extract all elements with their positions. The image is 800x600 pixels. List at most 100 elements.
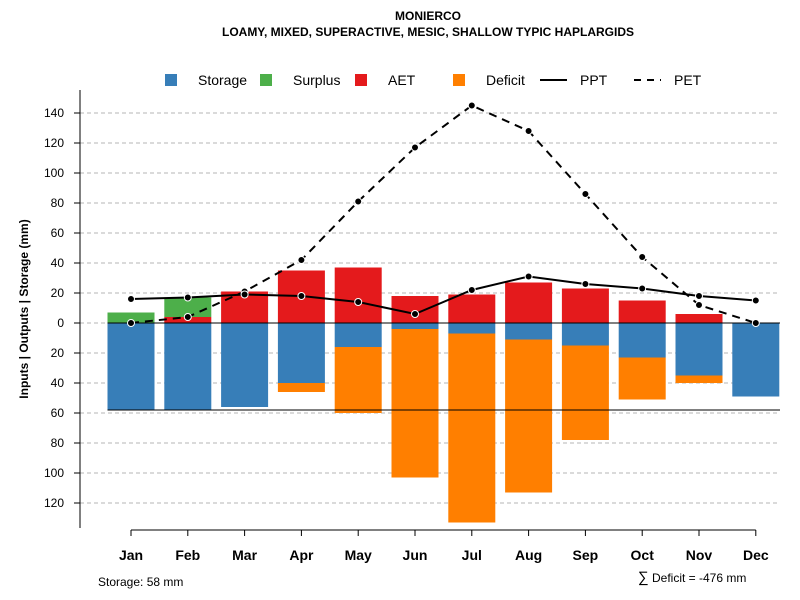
deficit-total: Deficit = -476 mm <box>652 571 746 585</box>
deficit-bar <box>448 333 496 523</box>
ppt-point <box>354 298 363 306</box>
y-tick-label: 120 <box>44 496 64 510</box>
month-label: Feb <box>175 547 200 563</box>
month-label: Nov <box>686 547 713 563</box>
pet-point <box>524 127 533 135</box>
surplus-bar <box>164 297 212 317</box>
storage-bar <box>391 323 439 329</box>
ppt-point <box>183 293 192 302</box>
pet-point <box>297 256 306 264</box>
deficit-bar <box>391 329 439 478</box>
month-label: Dec <box>743 547 769 563</box>
month-label: Aug <box>515 547 542 563</box>
storage-bar <box>732 323 780 397</box>
chart-title: MONIERCO <box>395 9 461 23</box>
month-label: May <box>345 547 372 563</box>
legend-swatch-deficit <box>453 74 465 86</box>
pet-point <box>183 313 192 321</box>
y-tick-label: 80 <box>51 436 65 450</box>
storage-bar <box>618 323 666 358</box>
ppt-point <box>638 284 647 293</box>
chart-subtitle: LOAMY, MIXED, SUPERACTIVE, MESIC, SHALLO… <box>222 25 634 39</box>
bars <box>107 267 780 523</box>
pet-point <box>467 101 476 110</box>
y-tick-label: 80 <box>51 196 65 210</box>
storage-bar <box>448 323 496 334</box>
legend-swatch-storage <box>165 74 177 86</box>
legend-label-deficit: Deficit <box>486 72 525 88</box>
sigma-symbol: ∑ <box>638 569 649 586</box>
pet-point <box>638 253 647 261</box>
legend-label-aet: AET <box>388 72 416 88</box>
storage-footnote: Storage: 58 mm <box>98 575 183 589</box>
y-tick-label: 60 <box>51 226 65 240</box>
y-tick-label: 100 <box>44 166 64 180</box>
y-tick-label: 60 <box>51 406 65 420</box>
y-tick-label: 0 <box>57 316 64 330</box>
ppt-point <box>467 286 476 294</box>
deficit-bar <box>561 345 609 440</box>
pet-line <box>130 104 757 324</box>
ppt-point <box>297 292 306 300</box>
legend-swatch-aet <box>355 74 367 86</box>
surplus-bar <box>107 312 155 323</box>
ppt-point <box>240 290 249 299</box>
ppt-point <box>695 292 703 300</box>
legend-label-surplus: Surplus <box>293 72 340 88</box>
series-lines <box>127 101 760 327</box>
month-label: Sep <box>573 547 599 563</box>
month-label: Jul <box>462 547 482 563</box>
y-tick-label: 120 <box>44 136 64 150</box>
ppt-line <box>130 275 756 316</box>
aet-bar <box>334 267 382 323</box>
ppt-point <box>581 280 590 288</box>
aet-bar <box>391 296 439 323</box>
aet-bar <box>448 294 496 323</box>
y-axis-label: Inputs | Outputs | Storage (mm) <box>17 219 31 398</box>
legend: Storage Surplus AET Deficit PPT PET <box>165 72 702 88</box>
aet-bar <box>675 314 723 323</box>
y-tick-label: 20 <box>51 286 65 300</box>
ppt-point <box>524 272 533 281</box>
deficit-bar <box>618 357 666 400</box>
storage-bar <box>107 323 155 410</box>
deficit-bar <box>277 383 325 392</box>
month-label: Jun <box>403 547 428 563</box>
legend-label-ppt: PPT <box>580 72 608 88</box>
legend-label-storage: Storage <box>198 72 247 88</box>
ppt-point <box>751 296 760 305</box>
pet-point <box>354 197 363 206</box>
month-label: Oct <box>631 547 655 563</box>
y-tick-label: 100 <box>44 466 64 480</box>
reference-lines <box>107 322 780 411</box>
deficit-bar <box>334 347 382 413</box>
pet-point <box>581 190 590 198</box>
axes: 20 40 60 80 100 120 140 0 20 40 60 80 100 120 Jan Feb Ma… <box>44 90 769 563</box>
legend-label-pet: PET <box>674 72 702 88</box>
month-label: Jan <box>119 547 143 563</box>
y-tick-label: 40 <box>51 376 65 390</box>
aet-bar <box>505 282 553 323</box>
storage-bar <box>164 323 212 410</box>
y-tick-label: 20 <box>51 346 65 360</box>
storage-bar <box>221 323 269 407</box>
storage-bar <box>505 323 553 340</box>
ppt-point <box>127 295 135 303</box>
ppt-point <box>411 310 419 318</box>
deficit-bar <box>505 339 553 493</box>
aet-bar <box>561 288 609 323</box>
pet-point <box>411 143 419 152</box>
y-tick-label: 140 <box>44 106 64 120</box>
legend-swatch-surplus <box>260 74 272 86</box>
storage-bar <box>561 323 609 346</box>
storage-bar <box>675 323 723 376</box>
deficit-bar <box>675 375 723 383</box>
aet-bar <box>618 300 666 323</box>
month-label: Apr <box>289 547 314 563</box>
pet-point <box>695 301 703 309</box>
storage-bar <box>277 323 325 383</box>
storage-bar <box>334 323 382 347</box>
pet-point <box>751 319 760 327</box>
pet-point <box>127 319 135 327</box>
